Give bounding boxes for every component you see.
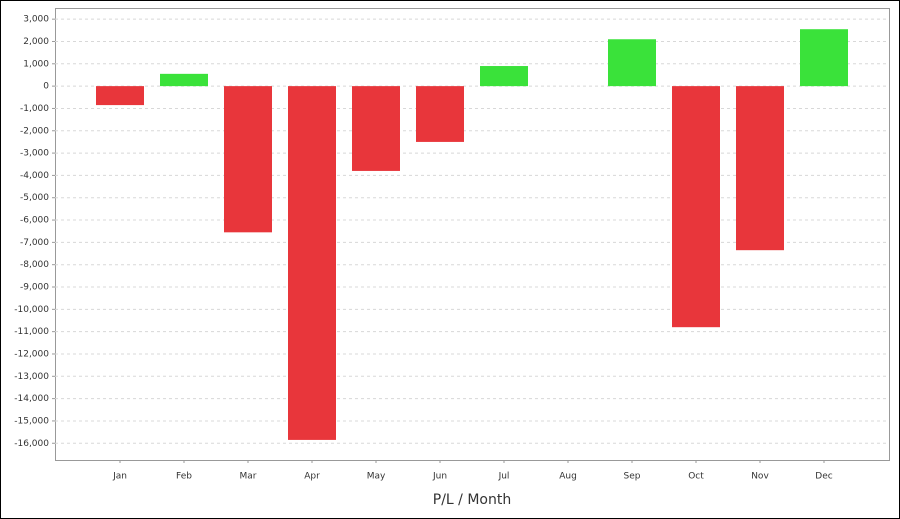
bar bbox=[480, 66, 528, 87]
bar bbox=[288, 86, 336, 440]
y-tick-label: -13,000 bbox=[14, 372, 49, 382]
y-tick-label: 2,000 bbox=[23, 37, 49, 47]
x-tick-label: Oct bbox=[688, 472, 704, 482]
bar bbox=[160, 73, 208, 87]
x-tick-label: Apr bbox=[304, 472, 320, 482]
y-tick-label: -14,000 bbox=[14, 394, 49, 404]
bar bbox=[352, 86, 400, 171]
x-tick-label: Mar bbox=[240, 472, 257, 482]
y-tick-label: -15,000 bbox=[14, 416, 49, 426]
y-tick-label: 1,000 bbox=[23, 59, 49, 69]
x-axis-title: P/L / Month bbox=[433, 492, 511, 508]
y-tick-label: 3,000 bbox=[23, 15, 49, 25]
bar bbox=[416, 86, 464, 142]
x-tick-label: Jan bbox=[112, 472, 127, 482]
y-tick-label: -6,000 bbox=[20, 216, 49, 226]
y-tick-label: 0 bbox=[43, 82, 49, 92]
y-tick-label: -4,000 bbox=[20, 171, 49, 181]
bar bbox=[672, 86, 720, 328]
y-tick-label: -3,000 bbox=[20, 149, 49, 159]
y-tick-label: -12,000 bbox=[14, 349, 49, 359]
x-tick-label: Nov bbox=[751, 472, 769, 482]
x-tick-label: Dec bbox=[815, 472, 832, 482]
y-tick-label: -16,000 bbox=[14, 439, 49, 449]
x-tick-label: Jul bbox=[498, 472, 510, 482]
y-tick-label: -10,000 bbox=[14, 305, 49, 315]
bar bbox=[608, 39, 656, 87]
x-tick-label: Jun bbox=[432, 472, 447, 482]
bar bbox=[96, 86, 144, 106]
y-tick-label: -8,000 bbox=[20, 260, 49, 270]
x-tick-label: Aug bbox=[559, 472, 577, 482]
y-tick-label: -5,000 bbox=[20, 193, 49, 203]
y-tick-label: -7,000 bbox=[20, 238, 49, 248]
bar bbox=[800, 29, 848, 87]
bar bbox=[224, 86, 272, 233]
y-tick-label: -9,000 bbox=[20, 283, 49, 293]
y-tick-label: -11,000 bbox=[14, 327, 49, 337]
x-tick-label: Feb bbox=[176, 472, 192, 482]
y-tick-label: -1,000 bbox=[20, 104, 49, 114]
x-tick-label: Sep bbox=[624, 472, 641, 482]
x-tick-label: May bbox=[367, 472, 386, 482]
y-tick-label: -2,000 bbox=[20, 126, 49, 136]
bar bbox=[736, 86, 784, 251]
